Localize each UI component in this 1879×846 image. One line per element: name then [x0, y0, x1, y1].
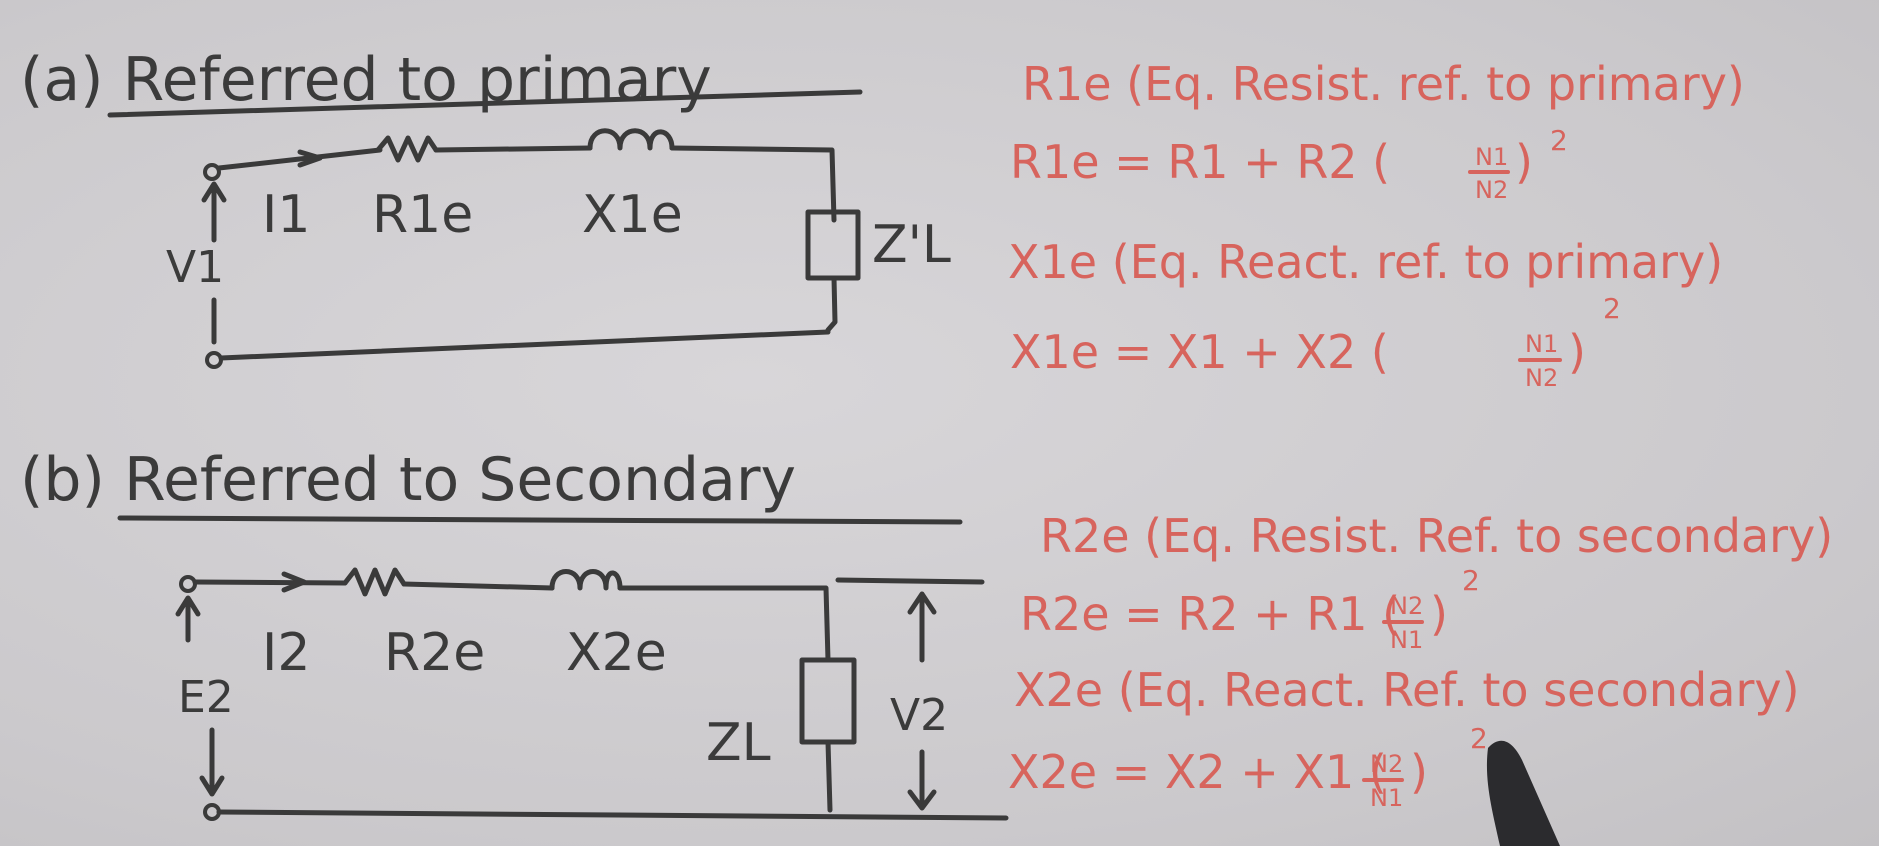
eq-x2e-lhs: X2e = X2 + X1 (	[1008, 745, 1387, 799]
label-current-a: I1	[262, 185, 310, 245]
pen-tip	[1486, 740, 1560, 846]
wire-b-bottom	[216, 809, 1009, 821]
wire-a-bottom	[218, 329, 831, 361]
label-reactance-b: X2e	[566, 623, 667, 683]
note-x1e-desc: X1e (Eq. React. ref. to primary)	[1008, 235, 1723, 289]
label-emf-b: E2	[178, 672, 234, 723]
eq-r1e-den: N2	[1475, 176, 1508, 204]
note-x2e-desc: X2e (Eq. React. Ref. to secondary)	[1014, 663, 1800, 717]
resistor-a	[375, 135, 439, 163]
equation-r2e: R2e = R2 + R1 ( N2 N1 ) 2	[1020, 564, 1480, 654]
eq-r2e-power: 2	[1462, 564, 1480, 597]
heading-a-underline	[107, 89, 863, 118]
note-r2e-desc: R2e (Eq. Resist. Ref. to secondary)	[1040, 509, 1833, 563]
wire-b-top-right	[617, 585, 831, 663]
wire-b-mid	[401, 581, 555, 591]
eq-r1e-tail: )	[1515, 135, 1533, 189]
wire-b-right-down	[825, 739, 833, 813]
label-voltage-a: V1	[166, 242, 224, 293]
label-reactance-a: X1e	[582, 185, 683, 245]
wire-a-top-right	[669, 145, 837, 223]
wire-b-output-top	[835, 577, 985, 585]
note-r1e-desc: R1e (Eq. Resist. ref. to primary)	[1022, 57, 1745, 111]
wire-a-top-left	[216, 147, 383, 171]
current-arrow-a	[297, 149, 323, 168]
inductor-a	[587, 128, 675, 151]
emf-arrow-b-lower-head	[199, 775, 225, 797]
wire-a-mid	[433, 145, 593, 153]
eq-r1e-num: N1	[1475, 143, 1508, 171]
terminal-a-bottom	[205, 351, 223, 369]
circuit-b	[175, 567, 1009, 821]
label-resistance-a: R1e	[372, 185, 473, 245]
eq-r1e-lhs: R1e = R1 + R2 (	[1010, 135, 1390, 189]
load-b	[799, 657, 857, 745]
eq-r2e-tail: )	[1430, 587, 1448, 641]
equation-x1e: X1e = X1 + X2 ( N1 N2 ) 2	[1010, 292, 1621, 392]
heading-b-underline	[117, 515, 963, 525]
voltage-arrow-b-head	[907, 591, 937, 615]
terminal-a-top	[203, 163, 221, 181]
eq-x1e-num: N1	[1525, 330, 1558, 358]
eq-x2e-power: 2	[1470, 722, 1488, 755]
eq-x2e-tail: )	[1410, 745, 1428, 799]
resistor-b	[342, 567, 407, 597]
eq-x2e-den: N1	[1370, 784, 1403, 812]
eq-r2e-lhs: R2e = R2 + R1 (	[1020, 587, 1400, 641]
eq-r1e-power: 2	[1550, 124, 1568, 157]
equation-r1e: R1e = R1 + R2 ( N1 N2 ) 2	[1010, 124, 1568, 204]
current-arrow-b	[281, 571, 307, 593]
wire-b-top-left	[192, 579, 348, 586]
equation-x2e: X2e = X2 + X1 ( N2 N1 ) 2	[1008, 722, 1488, 812]
circuit-a	[201, 128, 861, 369]
label-current-b: I2	[262, 623, 310, 683]
label-voltage-b: V2	[890, 690, 948, 741]
label-resistance-b: R2e	[384, 623, 485, 683]
eq-x1e-power: 2	[1603, 292, 1621, 325]
terminal-b-top	[179, 575, 197, 593]
heading-b: (b) Referred to Secondary	[20, 445, 796, 515]
label-load-a: Z'L	[872, 215, 951, 275]
eq-x1e-den: N2	[1525, 364, 1558, 392]
eq-x1e-tail: )	[1568, 325, 1586, 379]
eq-r2e-den: N1	[1390, 626, 1423, 654]
eq-r2e-num: N2	[1390, 592, 1423, 620]
inductor-b	[549, 569, 623, 591]
eq-x2e-num: N2	[1370, 750, 1403, 778]
wire-a-right-down	[825, 275, 838, 333]
voltage-arrow-b-lower-head	[907, 789, 937, 811]
emf-arrow-b-head	[175, 595, 201, 617]
label-load-b: ZL	[706, 713, 771, 773]
voltage-arrow-a-head	[201, 181, 227, 203]
heading-a: (a) Referred to primary	[20, 45, 712, 115]
eq-x1e-lhs: X1e = X1 + X2 (	[1010, 325, 1389, 379]
